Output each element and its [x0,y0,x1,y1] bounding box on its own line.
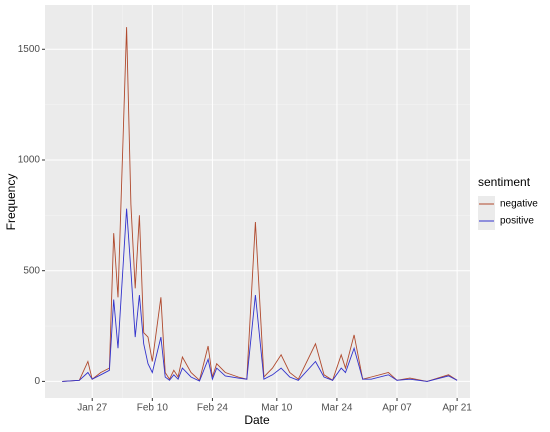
x-tick-label: Apr 21 [442,403,472,414]
y-tick-label: 1000 [18,155,41,166]
x-tick-label: Apr 07 [382,403,412,414]
y-tick-label: 500 [23,265,40,276]
y-tick-label: 0 [34,376,40,387]
x-tick-label: Mar 10 [261,403,293,414]
legend-label: positive [500,216,534,227]
panel [45,5,470,398]
line-negative [62,27,458,382]
x-tick-label: Mar 24 [321,403,353,414]
x-tick-label: Jan 27 [77,403,107,414]
y-axis-title: Frequency [4,174,18,231]
y-tick-label: 1500 [18,44,41,55]
line-positive [62,208,458,382]
x-tick-label: Feb 10 [137,403,169,414]
legend-label: negative [500,199,538,210]
x-tick-label: Feb 24 [197,403,229,414]
x-axis-title: Date [244,413,270,427]
legend-title: sentiment [478,175,531,189]
